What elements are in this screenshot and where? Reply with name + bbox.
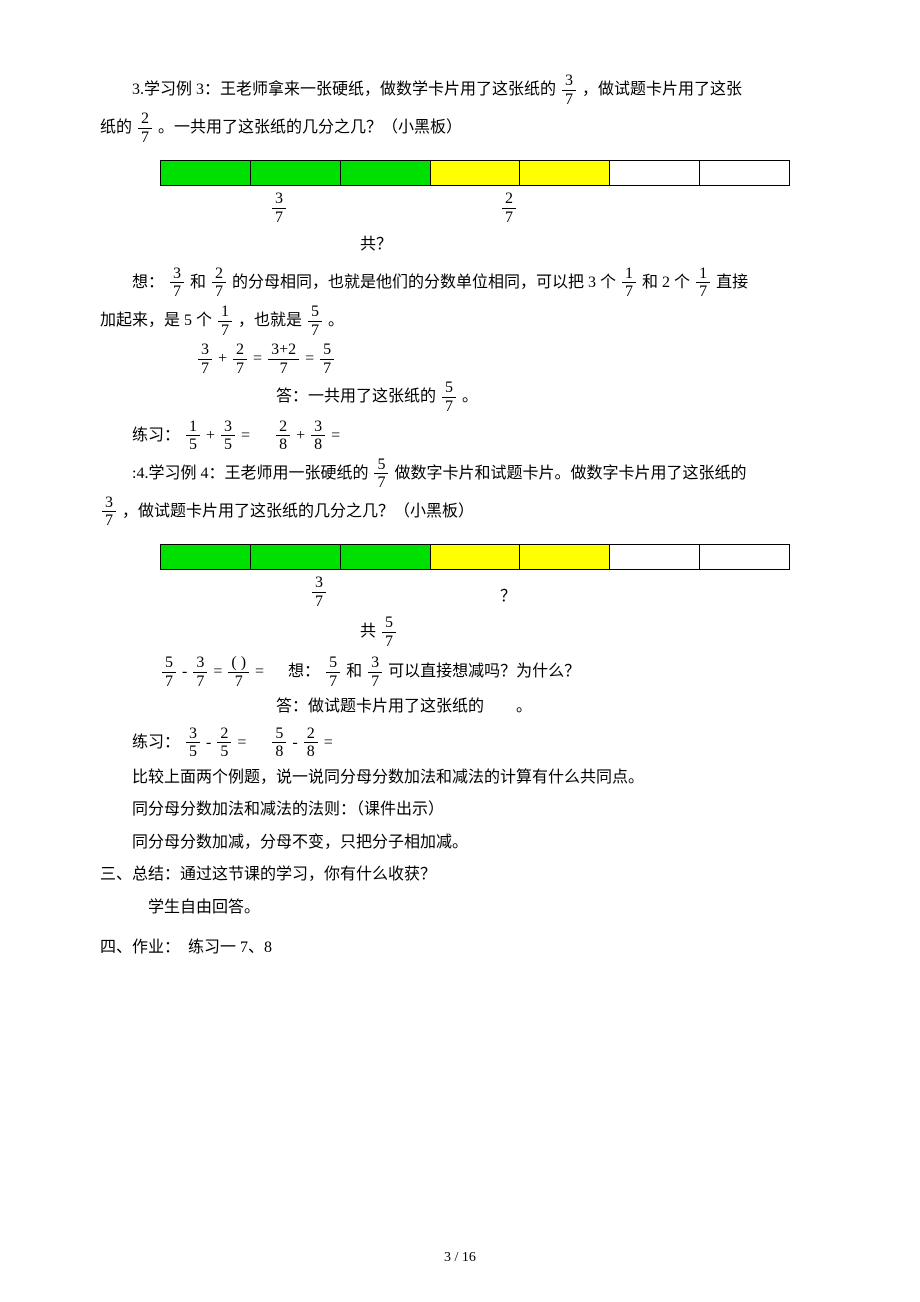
text: 可以直接想减吗？为什么？: [388, 663, 580, 680]
text: 。一共用了这张纸的几分之几？（小黑板）: [158, 119, 462, 136]
label-3-7: 37: [310, 574, 328, 610]
section-3a: 学生自由回答。: [100, 893, 830, 923]
text: 直接: [716, 274, 748, 291]
rule-line-2: 同分母分数加减，分母不变，只把分子相加减。: [100, 828, 830, 858]
bar-cell: [341, 161, 431, 185]
bar-cell: [610, 545, 700, 569]
page: 3.学习例 3：王老师拿来一张硬纸，做数学卡片用了这张纸的 37 ，做试题卡片用…: [0, 0, 920, 1302]
bar-cell: [341, 545, 431, 569]
bar-diagram-1: 37 27 共？: [160, 160, 790, 260]
text: ，也就是: [238, 312, 302, 329]
label-3-7: 37: [270, 190, 288, 226]
equation-2: 57 - 37 = ( )7 = 想： 57 和 37 可以直接想减吗？为什么？: [100, 654, 830, 690]
bar-diagram-2: 37 ？ 共 57: [160, 544, 790, 650]
bar-cell: [700, 545, 789, 569]
fraction-5-7: 57: [308, 303, 322, 339]
section-3: 三、总结：通过这节课的学习，你有什么收获？: [100, 860, 830, 890]
exercise-1: 练习： 15 + 35 = 28 + 38 =: [100, 418, 830, 454]
fraction-2-7: 27: [138, 110, 152, 146]
label-2-7: 27: [500, 190, 518, 226]
bar-cell: [700, 161, 789, 185]
think-1a: 想： 37 和 27 的分母相同，也就是他们的分数单位相同，可以把 3 个 17…: [100, 265, 830, 301]
bar-cell: [161, 545, 251, 569]
compare-line: 比较上面两个例题，说一说同分母分数加法和减法的计算有什么共同点。: [100, 763, 830, 793]
text: 的分母相同，也就是他们的分数单位相同，可以把 3 个: [232, 274, 616, 291]
para-ex3-intro-1: 3.学习例 3：王老师拿来一张硬纸，做数学卡片用了这张纸的 37 ，做试题卡片用…: [100, 72, 830, 108]
text: 。: [328, 312, 344, 329]
label-question: ？: [500, 582, 516, 612]
bar-row: [160, 544, 790, 570]
label-total: 共？: [160, 230, 790, 260]
text: 练习：: [132, 734, 180, 751]
text: ，做试题卡片用了这张: [582, 81, 742, 98]
text: 加起来，是 5 个: [100, 312, 212, 329]
text: 和: [190, 274, 206, 291]
answer-1: 答：一共用了这张纸的 57 。: [100, 379, 830, 415]
text: 想：: [132, 274, 164, 291]
fraction-2-7: 27: [212, 265, 226, 301]
think-1b: 加起来，是 5 个 17 ，也就是 57 。: [100, 303, 830, 339]
bar-labels: 37 ？: [160, 574, 790, 614]
text: 练习：: [132, 426, 180, 443]
rule-line-1: 同分母分数加法和减法的法则：（课件出示）: [100, 795, 830, 825]
text: 做数字卡片和试题卡片。做数字卡片用了这张纸的: [394, 464, 746, 481]
bar-cell: [610, 161, 700, 185]
fraction-3-7: 37: [562, 72, 576, 108]
fraction-3-7: 37: [170, 265, 184, 301]
text: 和 2 个: [642, 274, 690, 291]
para-ex4-intro-1: :4.学习例 4：王老师用一张硬纸的 57 做数字卡片和试题卡片。做数字卡片用了…: [100, 456, 830, 492]
fraction-5-7: 57: [442, 379, 456, 415]
answer-2: 答：做试题卡片用了这张纸的 。: [100, 692, 830, 722]
bar-cell: [520, 161, 610, 185]
para-ex3-intro-2: 纸的 27 。一共用了这张纸的几分之几？（小黑板）: [100, 110, 830, 146]
equation-1: 37 + 27 = 3+27 = 57: [100, 341, 830, 377]
text: 共: [360, 623, 376, 640]
bar-labels: 37 27: [160, 190, 790, 230]
text: 。: [462, 388, 478, 405]
page-number: 3 / 16: [0, 1245, 920, 1272]
bar-cell: [431, 161, 521, 185]
text: ，做试题卡片用了这张纸的几分之几？（小黑板）: [122, 503, 474, 520]
bar-cell: [251, 161, 341, 185]
bar-cell: [251, 545, 341, 569]
label-total-5-7: 共 57: [160, 614, 790, 650]
exercise-2: 练习： 35 - 25 = 58 - 28 =: [100, 725, 830, 761]
bar-row: [160, 160, 790, 186]
fraction-5-7: 57: [374, 456, 388, 492]
bar-cell: [161, 161, 251, 185]
fraction-3-7: 37: [102, 494, 116, 530]
fraction-1-7: 17: [622, 265, 636, 301]
text: 纸的: [100, 119, 132, 136]
bar-cell: [520, 545, 610, 569]
fraction-1-7: 17: [696, 265, 710, 301]
section-4: 四、作业： 练习一 7、8: [100, 933, 830, 963]
text: 想：: [288, 663, 320, 680]
para-ex4-intro-2: 37 ，做试题卡片用了这张纸的几分之几？（小黑板）: [100, 494, 830, 530]
fraction-1-7: 17: [218, 303, 232, 339]
text: 答：一共用了这张纸的: [276, 388, 436, 405]
text: 和: [346, 663, 362, 680]
text: 3.学习例 3：王老师拿来一张硬纸，做数学卡片用了这张纸的: [132, 81, 556, 98]
text: :4.学习例 4：王老师用一张硬纸的: [132, 464, 368, 481]
bar-cell: [431, 545, 521, 569]
